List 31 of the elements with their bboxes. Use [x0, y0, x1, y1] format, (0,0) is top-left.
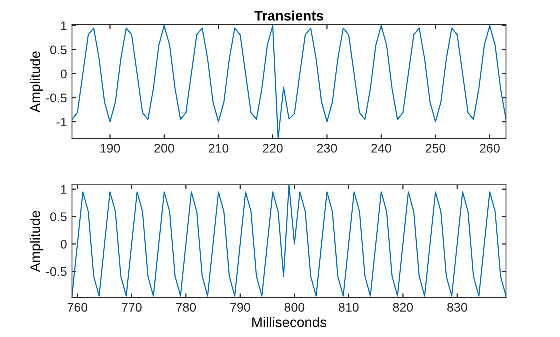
x-tick-label: 210 [208, 144, 229, 153]
x-tick-label: 820 [393, 303, 414, 312]
x-tick-label: 760 [68, 303, 88, 312]
y-tick-label: -0.5 [46, 94, 67, 103]
x-tick-label: 810 [339, 303, 359, 312]
y-tick-label: 0 [60, 240, 67, 249]
x-tick-label: 250 [426, 144, 446, 153]
x-tick-label: 830 [448, 303, 468, 312]
chart-title: Transients [254, 10, 324, 21]
y-tick-label: 0.5 [50, 212, 67, 222]
x-tick-label: 230 [317, 144, 338, 153]
y-tick-label: 1 [61, 185, 67, 194]
y-axis-title: Amplitude [30, 211, 44, 272]
y-tick-label: 0 [60, 70, 67, 79]
x-tick-label: 800 [284, 303, 305, 312]
line-series [72, 185, 506, 297]
x-tick-label: 240 [372, 144, 392, 153]
y-tick-label: 0.5 [50, 46, 67, 55]
x-tick-label: 790 [230, 303, 250, 312]
line-series [72, 25, 506, 139]
y-tick-label: -1 [56, 118, 67, 127]
y-axis-title: Amplitude [30, 52, 44, 113]
y-tick-label: 1 [61, 22, 67, 30]
y-tick-label: -0.5 [46, 267, 67, 276]
x-tick-label: 770 [122, 303, 142, 312]
x-tick-label: 260 [480, 144, 500, 153]
x-tick-label: 190 [100, 144, 120, 153]
x-axis-title: Milliseconds [252, 317, 327, 328]
x-tick-label: 780 [176, 303, 196, 312]
x-tick-label: 200 [154, 144, 174, 153]
x-tick-label: 220 [263, 144, 283, 153]
